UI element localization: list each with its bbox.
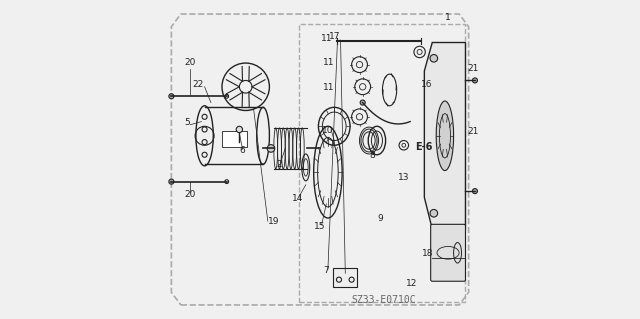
Ellipse shape (436, 101, 454, 171)
Text: 12: 12 (406, 279, 417, 288)
Text: 17: 17 (328, 32, 340, 41)
Text: 11: 11 (321, 34, 333, 43)
Circle shape (267, 145, 275, 152)
Text: 1: 1 (445, 13, 451, 22)
Text: 5: 5 (184, 118, 190, 127)
FancyBboxPatch shape (222, 131, 247, 147)
Text: 20: 20 (185, 58, 196, 67)
Text: 11: 11 (323, 83, 334, 92)
Text: 7: 7 (323, 266, 329, 275)
Text: 18: 18 (422, 249, 433, 258)
Text: 21: 21 (467, 127, 479, 136)
Text: 9: 9 (377, 214, 383, 223)
Circle shape (169, 94, 174, 99)
Circle shape (430, 210, 438, 217)
FancyBboxPatch shape (431, 224, 465, 281)
Circle shape (236, 126, 243, 133)
Text: SZ33-E0710C: SZ33-E0710C (351, 295, 415, 305)
Text: 2: 2 (276, 160, 282, 169)
Text: 15: 15 (314, 222, 326, 231)
FancyBboxPatch shape (333, 268, 357, 287)
Polygon shape (424, 42, 465, 229)
Text: 14: 14 (292, 194, 303, 203)
Text: 16: 16 (421, 80, 433, 89)
Text: 21: 21 (467, 64, 479, 73)
Text: 8: 8 (369, 151, 375, 160)
Text: 22: 22 (193, 80, 204, 89)
Text: 10: 10 (322, 126, 333, 135)
Text: 19: 19 (268, 217, 279, 226)
Text: 13: 13 (397, 173, 409, 182)
Circle shape (169, 179, 174, 184)
Text: 11: 11 (323, 58, 334, 67)
Circle shape (472, 189, 477, 194)
Circle shape (360, 100, 365, 105)
Circle shape (430, 55, 438, 62)
Text: 20: 20 (185, 190, 196, 199)
Circle shape (472, 78, 477, 83)
Text: E-6: E-6 (415, 142, 432, 152)
Text: 6: 6 (239, 146, 245, 155)
